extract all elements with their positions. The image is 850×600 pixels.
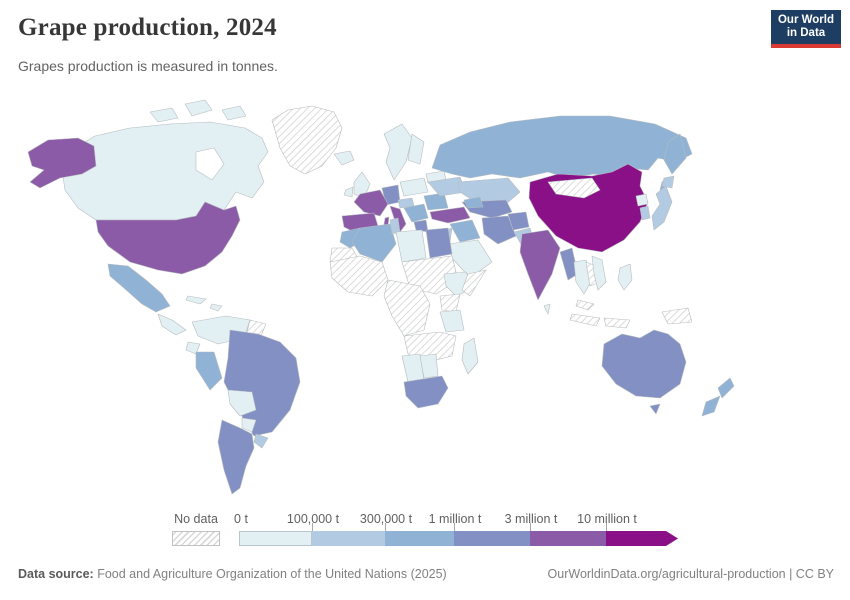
country-australia[interactable] (601, 329, 687, 399)
country-botswana[interactable] (419, 353, 439, 379)
owid-logo-line1: Our World (777, 14, 834, 26)
legend-tick (454, 523, 455, 531)
country-romania-bulgaria[interactable] (423, 192, 449, 211)
legend-tick (385, 523, 386, 531)
country-arabian-peninsula[interactable] (447, 239, 493, 279)
country-syria-iraq[interactable] (449, 219, 481, 243)
country-iran[interactable] (481, 215, 517, 245)
owid-logo[interactable]: Our World in Data (771, 10, 841, 48)
country-argentina-chile[interactable] (217, 419, 255, 495)
country-malaysia[interactable] (575, 299, 595, 311)
legend-tick (606, 523, 607, 531)
country-norway-sweden[interactable] (383, 123, 413, 181)
country-sri-lanka[interactable] (543, 303, 551, 315)
country-mongolia[interactable] (547, 177, 601, 199)
legend-color-bar (239, 531, 678, 546)
country-canada-arctic[interactable] (149, 99, 247, 123)
country-brazil[interactable] (223, 329, 301, 437)
country-nigeria-congo[interactable] (383, 279, 431, 337)
world-map (27, 99, 735, 495)
country-new-zealand-south[interactable] (701, 395, 721, 417)
country-russia-kamchatka[interactable] (663, 133, 687, 175)
footer-link[interactable]: OurWorldinData.org/agricultural-producti… (547, 567, 834, 581)
country-north-korea[interactable] (635, 193, 649, 207)
country-united-states[interactable] (95, 201, 241, 275)
country-hispaniola[interactable] (209, 303, 223, 312)
country-poland-baltics[interactable] (399, 177, 429, 197)
country-alaska[interactable] (27, 137, 97, 189)
country-central-america[interactable] (157, 313, 187, 336)
country-indonesia-east[interactable] (603, 317, 631, 329)
legend-label-2: 300,000 t (359, 512, 413, 526)
owid-logo-line2: in Data (786, 27, 826, 39)
country-india[interactable] (519, 229, 561, 301)
country-egypt[interactable] (425, 227, 453, 259)
chart-subtitle: Grapes production is measured in tonnes. (18, 58, 278, 74)
country-libya[interactable] (395, 229, 427, 263)
owid-logo-accent (771, 44, 841, 48)
legend-swatch-2[interactable] (385, 531, 454, 546)
legend-tick (312, 523, 313, 531)
country-kenya-uganda[interactable] (439, 293, 461, 313)
legend-no-data-swatch[interactable] (172, 531, 220, 546)
country-papua-new-guinea[interactable] (661, 307, 693, 325)
owid-logo-box: Our World in Data (771, 10, 841, 44)
country-united-kingdom[interactable] (353, 171, 371, 199)
legend-swatch-4[interactable] (530, 531, 606, 546)
country-vietnam[interactable] (591, 255, 607, 291)
data-source-label: Data source: (18, 567, 94, 581)
legend-swatch-1[interactable] (312, 531, 385, 546)
legend-label-1: 100,000 t (286, 512, 340, 526)
country-tasmania[interactable] (649, 403, 661, 415)
country-uruguay[interactable] (253, 433, 269, 449)
legend-label-3: 1 million t (428, 512, 482, 526)
country-mexico[interactable] (107, 263, 171, 313)
country-turkey[interactable] (429, 206, 471, 224)
legend-label-5: 10 million t (577, 512, 637, 526)
country-greenland[interactable] (271, 105, 343, 175)
country-cuba[interactable] (185, 295, 207, 305)
country-south-africa[interactable] (403, 375, 449, 409)
country-balkans[interactable] (403, 203, 429, 223)
legend-tick (530, 523, 531, 531)
country-caucasus[interactable] (463, 196, 484, 209)
country-japan-hokkaido[interactable] (661, 175, 675, 189)
country-west-africa[interactable] (329, 255, 389, 297)
country-bolivia[interactable] (227, 389, 257, 417)
legend-label-0: 0 t (234, 512, 248, 526)
country-somalia[interactable] (461, 269, 487, 297)
legend-swatch-0[interactable] (239, 531, 312, 546)
country-south-korea[interactable] (639, 205, 651, 221)
legend-no-data-label: No data (174, 512, 218, 526)
country-paraguay[interactable] (241, 417, 257, 433)
country-madagascar[interactable] (461, 337, 479, 375)
data-source-note: Data source: Food and Agriculture Organi… (18, 567, 447, 581)
country-finland[interactable] (407, 133, 425, 165)
country-france[interactable] (353, 189, 389, 217)
page-title: Grape production, 2024 (18, 14, 277, 41)
country-afghanistan[interactable] (507, 211, 530, 231)
legend-swatch-5[interactable] (606, 531, 678, 546)
country-tanzania[interactable] (439, 309, 465, 333)
country-canada[interactable] (61, 121, 269, 221)
country-indonesia-west[interactable] (569, 313, 601, 327)
country-new-zealand-north[interactable] (717, 377, 735, 399)
country-iceland[interactable] (333, 150, 355, 166)
legend-swatch-3[interactable] (454, 531, 530, 546)
data-source-text: Food and Agriculture Organization of the… (93, 567, 447, 581)
country-ireland[interactable] (343, 186, 354, 198)
country-peru[interactable] (195, 351, 223, 391)
country-philippines[interactable] (617, 263, 633, 291)
country-russia[interactable] (431, 115, 693, 179)
country-japan[interactable] (651, 185, 673, 231)
legend-label-4: 3 million t (504, 512, 558, 526)
